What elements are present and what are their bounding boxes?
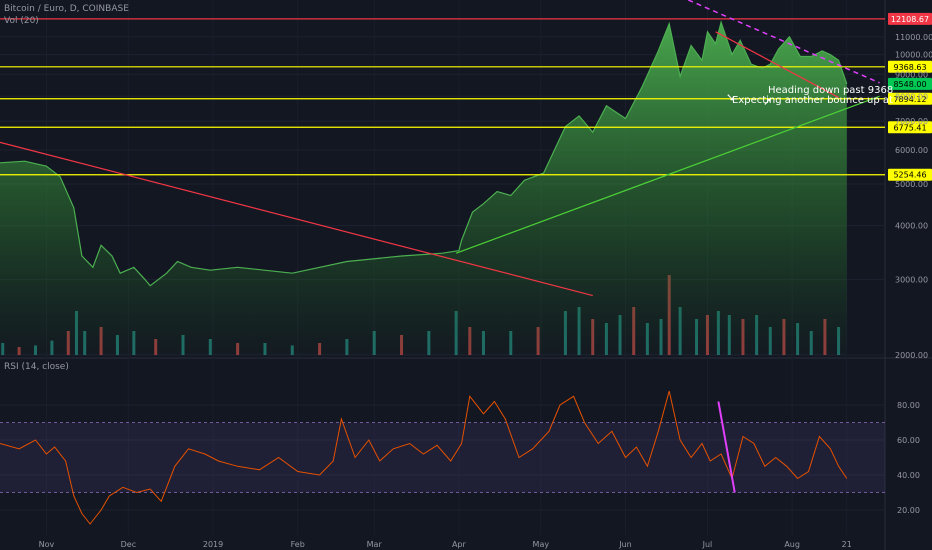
time-tick-label: Nov xyxy=(39,540,55,549)
arrow-marker-right-icon: ➚ xyxy=(763,95,772,108)
price-level-label: 8548.00 xyxy=(893,80,926,89)
rsi-line xyxy=(0,390,848,525)
price-tick-label: 3000.00 xyxy=(895,275,928,284)
axes: 2000.00 3000.00 4000.00 5000.00 6000.00 7000.… xyxy=(39,33,932,549)
price-tick-label: 8000.00 xyxy=(895,92,928,101)
time-tick-label: 21 xyxy=(842,540,852,549)
price-level-tag xyxy=(888,77,932,90)
price-level-label: 5254.46 xyxy=(893,171,926,180)
time-tick-label: Aug xyxy=(784,540,800,549)
price-level-tag xyxy=(888,12,932,25)
trendlines xyxy=(0,0,880,297)
arrow-marker-left-icon: ➘ xyxy=(726,91,735,104)
price-level-tag xyxy=(888,121,932,134)
price-tick-label: 9000.00 xyxy=(895,70,928,79)
rsi-tick-label: 60.00 xyxy=(897,436,920,445)
rsi-band-fill xyxy=(0,422,885,493)
support-levels: 12108.67 9368.63 8548.00 7894.12 6775.41 5254… xyxy=(0,12,932,181)
rsi-divergence-line xyxy=(717,401,736,493)
price-level-label: 9368.63 xyxy=(893,63,926,72)
price-tick-label: 10000.00 xyxy=(895,51,932,60)
price-level-label: 6775.41 xyxy=(893,123,926,132)
price-tick-label: 2000.00 xyxy=(895,351,928,360)
rsi-tick-label: 20.00 xyxy=(897,506,920,515)
annotations: Heading down past 9368 Expecting another… xyxy=(726,85,893,108)
time-tick-label: Mar xyxy=(367,540,383,549)
price-tick-label: 6000.00 xyxy=(895,146,928,155)
time-tick-label: Jun xyxy=(618,540,632,549)
time-tick-label: May xyxy=(533,540,550,549)
time-tick-label: Dec xyxy=(121,540,136,549)
rsi-bands xyxy=(0,422,885,493)
rsi-title: RSI (14, close) xyxy=(4,362,69,372)
price-tick-label: 7000.00 xyxy=(895,117,928,126)
symbol-title: Bitcoin / Euro, D, COINBASE xyxy=(4,4,129,14)
note-heading-down: Heading down past 9368 xyxy=(768,85,893,96)
price-tick-label: 11000.00 xyxy=(895,33,932,42)
trendline-red-downtrend xyxy=(0,141,593,297)
time-tick-label: Jul xyxy=(702,540,713,549)
trendline-red-steep xyxy=(715,31,839,98)
rsi-line-path xyxy=(0,390,848,525)
time-tick-label: Feb xyxy=(291,540,305,549)
trendline-magenta-dashed xyxy=(688,0,880,84)
price-area xyxy=(0,20,848,355)
price-level-tag xyxy=(888,168,932,181)
time-tick-label: Apr xyxy=(452,540,467,549)
note-expecting-bounce: Expecting another bounce up at xyxy=(732,95,893,106)
rsi-tick-label: 80.00 xyxy=(897,401,920,410)
time-tick-label: 2019 xyxy=(203,540,223,549)
price-level-label: 12108.67 xyxy=(891,15,929,24)
price-level-tag xyxy=(888,60,932,73)
price-tick-label: 4000.00 xyxy=(895,222,928,231)
trendline-green-uptrend xyxy=(455,95,880,254)
price-level-label: 7894.12 xyxy=(893,95,926,104)
rsi-tick-label: 40.00 xyxy=(897,471,920,480)
price-level-tag xyxy=(888,92,932,105)
price-tick-label: 5000.00 xyxy=(895,180,928,189)
volume-title: Vol (20) xyxy=(4,16,39,26)
price-area-fill xyxy=(0,22,847,355)
